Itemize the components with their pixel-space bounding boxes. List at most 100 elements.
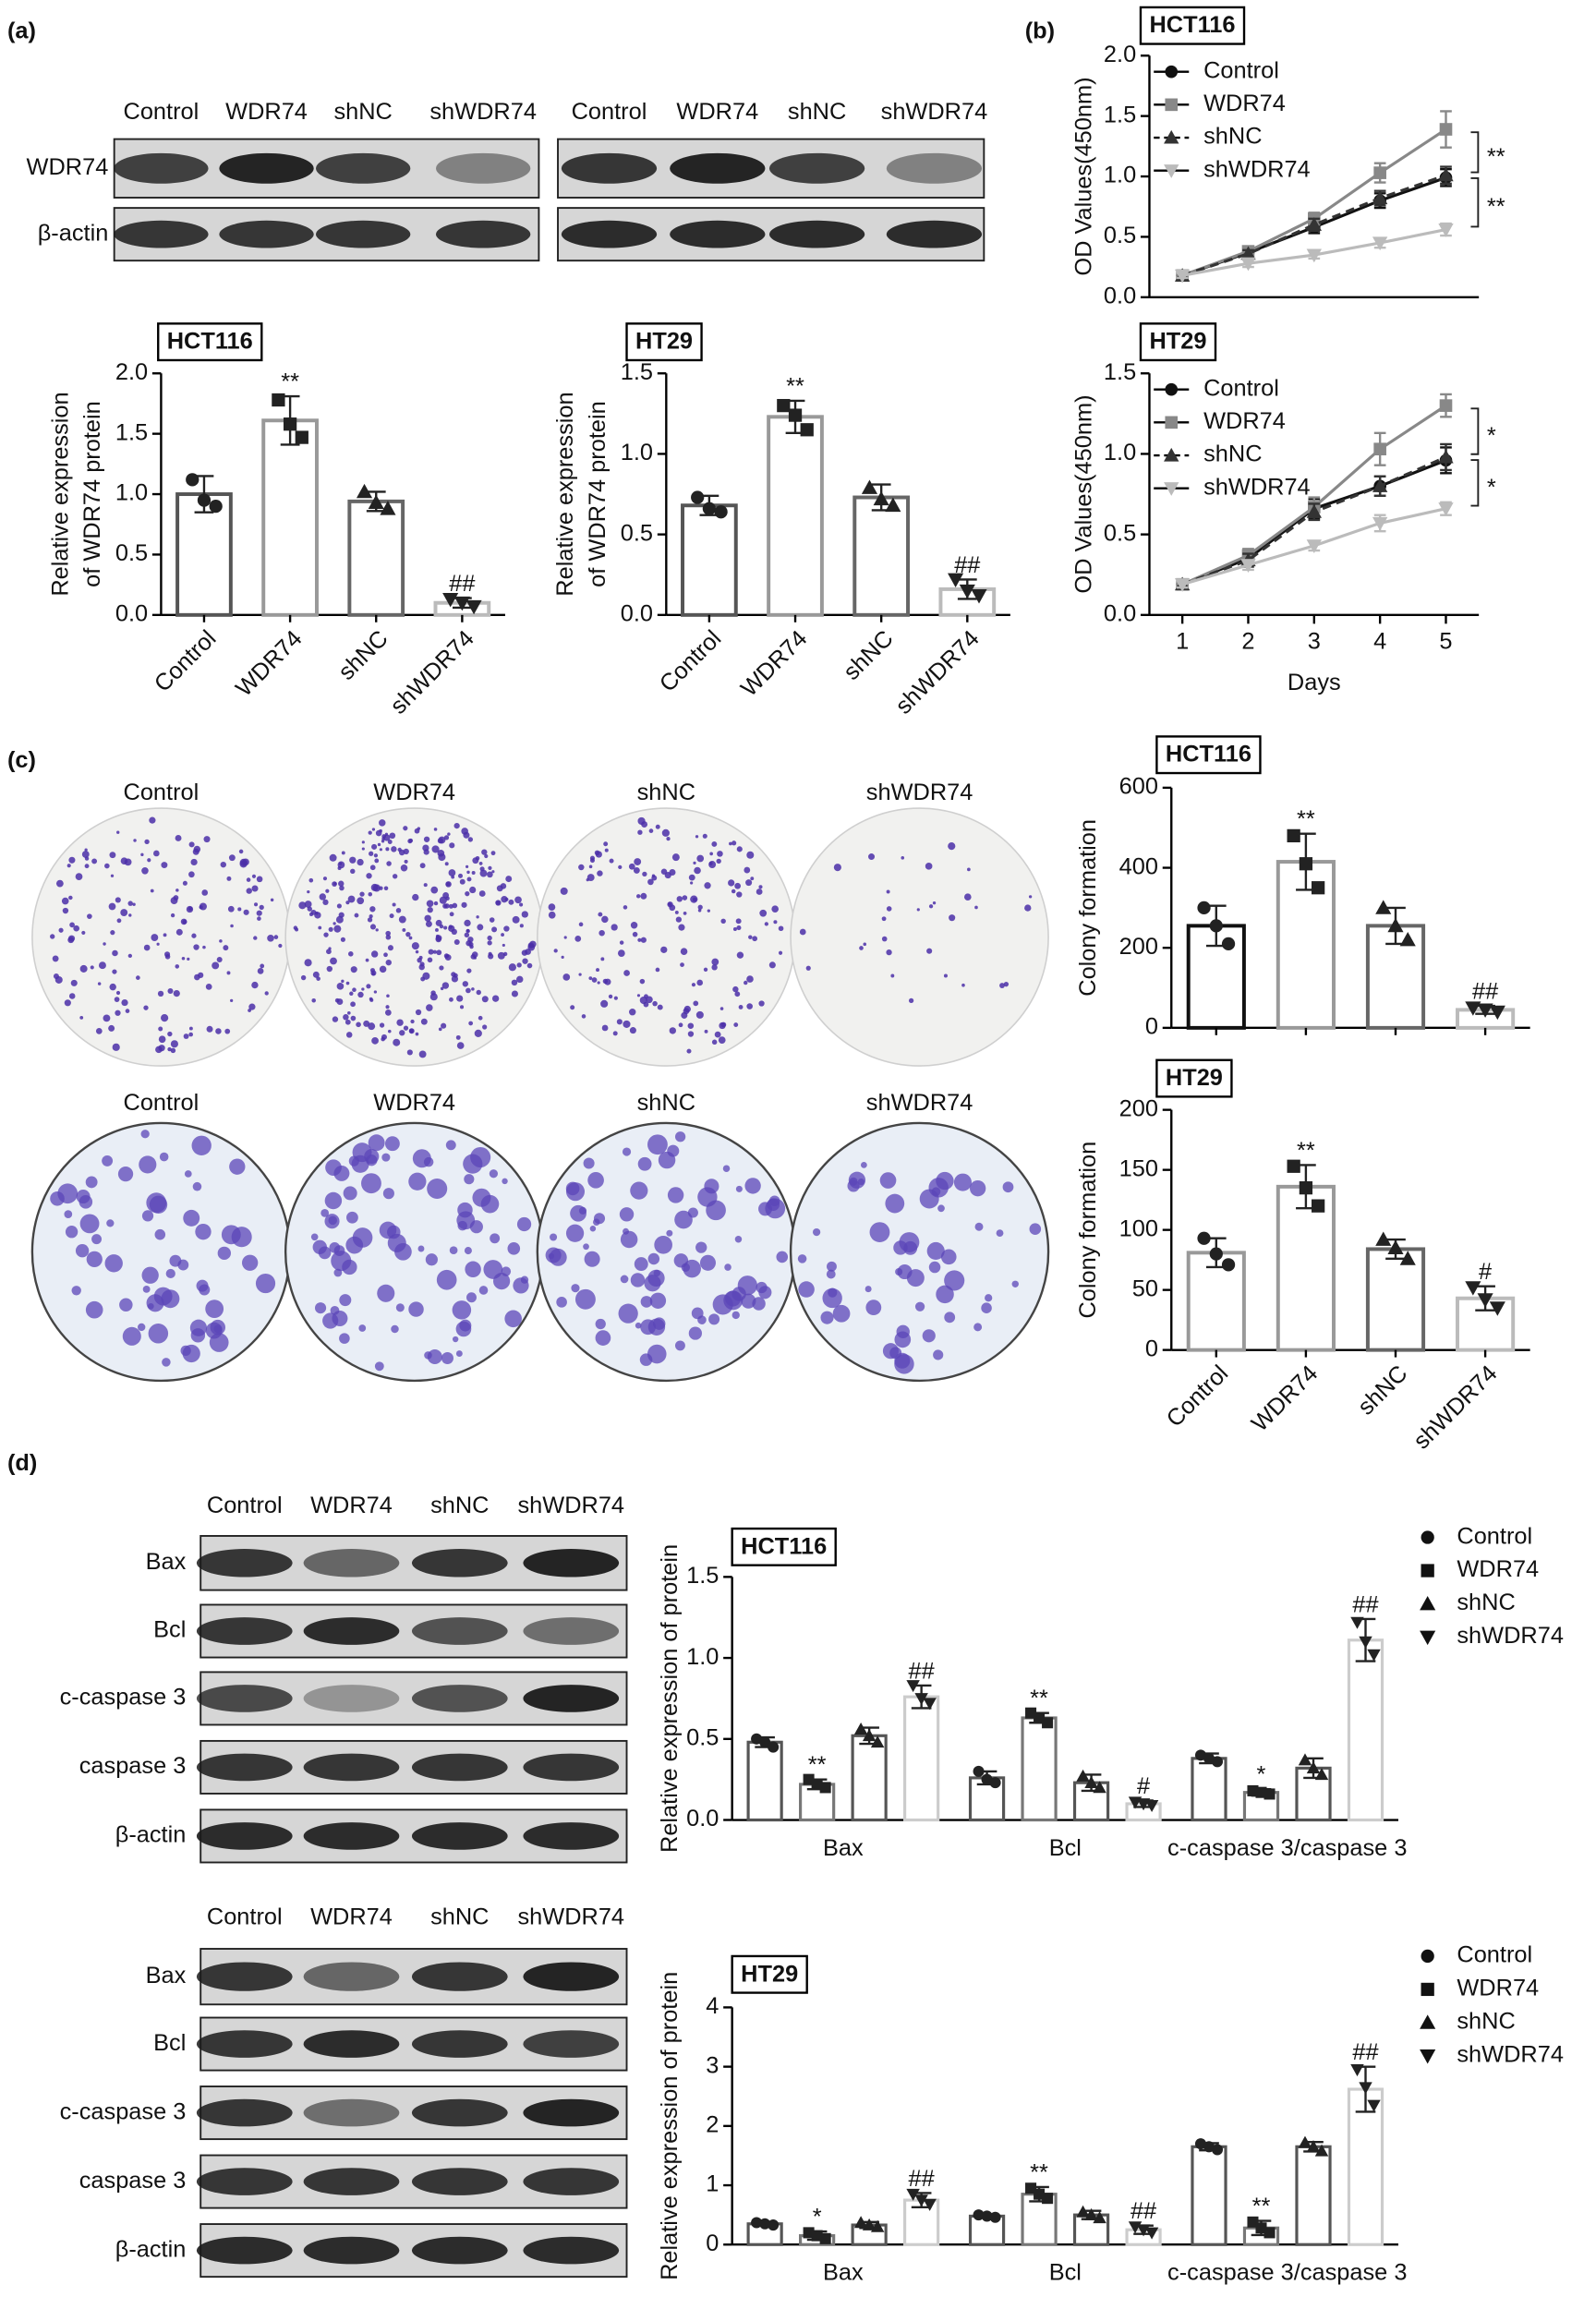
marker: [788, 408, 803, 422]
colony: [55, 879, 64, 888]
significance: ##: [909, 2166, 935, 2192]
colony: [161, 862, 168, 869]
significance: *: [813, 2205, 822, 2230]
blot-band: [303, 1753, 400, 1782]
marker: [751, 2217, 763, 2229]
legend-label: WDR74: [1457, 1976, 1539, 2001]
colony: [680, 962, 684, 967]
colony: [738, 1005, 744, 1009]
colony: [511, 990, 518, 997]
colony: [617, 949, 625, 957]
colony: [339, 1333, 350, 1344]
colony: [412, 893, 419, 901]
marker: [1221, 1258, 1236, 1272]
y-axis-label: Relative expression of protein: [657, 1972, 683, 2280]
colony: [369, 851, 374, 856]
blot-band: [196, 1753, 293, 1782]
colony: [382, 1188, 394, 1200]
marker: [1174, 578, 1191, 592]
colony: [682, 895, 688, 901]
marker: [380, 501, 396, 515]
colony: [640, 1319, 656, 1336]
colony: [230, 924, 234, 928]
marker: [1299, 857, 1313, 871]
colony: [996, 1229, 1004, 1238]
marker: [1084, 1775, 1098, 1788]
y-tick-label: 4: [706, 1993, 719, 2019]
colony: [591, 977, 598, 983]
colony: [369, 997, 374, 1002]
colony: [734, 991, 741, 997]
colony: [175, 889, 179, 892]
colony: [634, 1257, 648, 1272]
colony: [565, 1224, 585, 1242]
dish-label: Control: [124, 780, 200, 805]
y-tick-label: 0.0: [686, 1806, 719, 1831]
x-tick-label: 1: [1176, 629, 1189, 655]
colony: [649, 1292, 667, 1309]
colony: [205, 1322, 223, 1339]
marker: [702, 502, 717, 515]
colony: [141, 1210, 154, 1222]
colony: [985, 1294, 993, 1302]
title-box: [1155, 1058, 1233, 1098]
colony: [746, 851, 755, 859]
colony: [140, 1130, 150, 1139]
colony: [348, 1155, 359, 1167]
significance: **: [808, 1752, 827, 1778]
colony: [732, 1311, 740, 1320]
colony: [583, 1157, 595, 1169]
marker: [442, 592, 459, 608]
bar: [1021, 2193, 1058, 2246]
colony: [933, 1349, 944, 1360]
colony: [476, 989, 481, 996]
colony: [153, 850, 160, 857]
colony: [146, 1192, 167, 1214]
colony: [246, 877, 251, 882]
colony: [423, 836, 430, 842]
marker: [1287, 828, 1300, 843]
marker: [272, 393, 285, 407]
colony: [316, 976, 320, 981]
colony: [637, 1156, 652, 1171]
colony: [668, 901, 671, 906]
colony: [159, 1152, 169, 1162]
colony: [881, 916, 887, 922]
colony: [350, 868, 356, 875]
colony: [79, 1016, 84, 1020]
colony: [415, 1009, 422, 1016]
colony: [228, 854, 236, 862]
colony: [1002, 1181, 1014, 1193]
marker: [768, 2219, 780, 2231]
colony: [215, 1028, 222, 1034]
colony: [706, 1200, 726, 1221]
bracket: [1470, 131, 1480, 174]
colony: [936, 1285, 954, 1304]
y-tick-label: 1.0: [1104, 163, 1136, 188]
colony: [359, 891, 365, 897]
marker: [1399, 931, 1416, 947]
y-tick-label: 0.0: [1104, 284, 1136, 309]
colony: [385, 934, 392, 940]
colony: [630, 922, 638, 929]
colony: [678, 924, 685, 931]
colony: [402, 928, 406, 932]
colony: [373, 990, 378, 994]
colony: [639, 996, 647, 1005]
colony: [371, 1036, 379, 1045]
colony: [339, 885, 345, 891]
legend-label: shNC: [1203, 441, 1262, 467]
colony: [106, 1219, 115, 1227]
colony: [314, 1302, 327, 1314]
marker: [862, 1729, 877, 1742]
colony: [731, 889, 736, 894]
marker: [1373, 166, 1386, 179]
blot-band: [411, 1962, 508, 1991]
row-label: c-caspase 3: [60, 2098, 187, 2124]
colony: [714, 1031, 721, 1038]
y-tick-label: 1.5: [621, 359, 653, 385]
y-tick-label: 1.5: [686, 1563, 719, 1589]
colony: [637, 829, 643, 835]
marker: [197, 493, 212, 507]
blot-band: [523, 1753, 620, 1782]
